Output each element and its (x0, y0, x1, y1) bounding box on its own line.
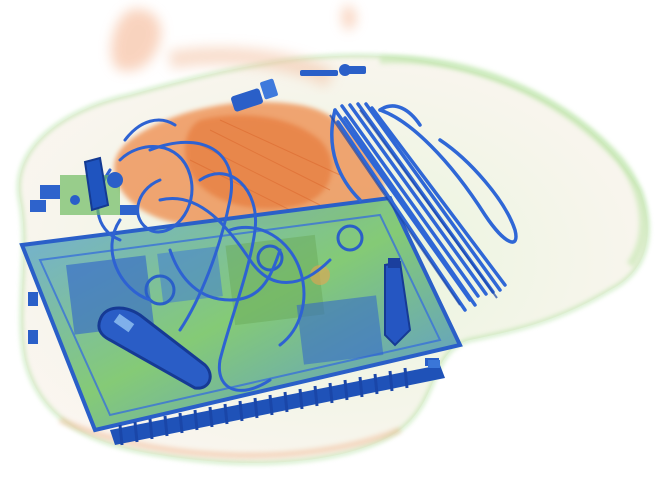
clip-tool (384, 258, 412, 347)
charger-cluster (30, 156, 138, 215)
cable-bundle (330, 102, 518, 312)
tangled-cables (96, 118, 332, 392)
cable-bundle-shadow (329, 109, 498, 306)
handheld-device (97, 306, 212, 390)
small-part (428, 360, 440, 368)
organic-mass (114, 101, 385, 228)
lipstick-item (231, 78, 278, 112)
keys-item (300, 64, 366, 76)
